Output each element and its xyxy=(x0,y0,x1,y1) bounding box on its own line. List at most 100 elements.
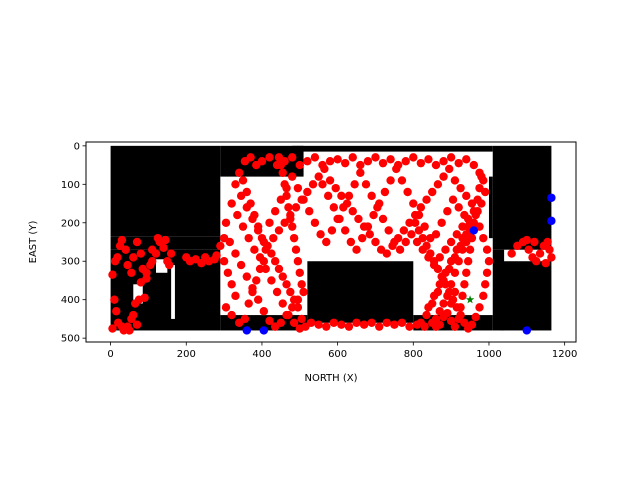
red-point xyxy=(142,268,151,277)
red-point xyxy=(323,191,333,201)
red-point xyxy=(367,191,376,201)
red-point xyxy=(272,287,282,297)
red-point xyxy=(448,195,458,204)
red-point xyxy=(310,218,320,227)
obstacle-block xyxy=(292,145,493,152)
red-point xyxy=(316,230,325,239)
red-point xyxy=(274,226,284,235)
red-point xyxy=(460,210,469,220)
y-tick-label: 400 xyxy=(61,295,80,306)
red-point xyxy=(250,245,259,254)
red-point xyxy=(435,280,444,289)
red-point xyxy=(127,268,136,277)
red-point xyxy=(399,226,409,235)
red-point xyxy=(392,164,401,174)
red-point xyxy=(390,320,399,329)
obstacle-block xyxy=(110,145,221,237)
red-point xyxy=(331,183,340,193)
red-point xyxy=(255,253,265,262)
x-tick-label: 1000 xyxy=(476,349,501,360)
red-point xyxy=(136,278,146,287)
red-point xyxy=(473,195,482,204)
obstacle-block xyxy=(488,176,493,239)
red-point xyxy=(212,251,221,260)
blue-point xyxy=(242,326,252,335)
red-point xyxy=(221,303,231,312)
red-point xyxy=(378,158,388,168)
red-point xyxy=(354,214,363,224)
red-point xyxy=(148,245,157,254)
red-point xyxy=(469,207,479,216)
x-axis-label: NORTH (X) xyxy=(304,373,357,384)
red-point xyxy=(435,253,444,262)
red-point xyxy=(110,295,119,304)
red-point xyxy=(289,233,299,243)
red-point xyxy=(295,324,304,333)
free-space-gap xyxy=(171,265,175,319)
red-point xyxy=(238,222,248,231)
red-point xyxy=(335,214,344,224)
red-point xyxy=(129,310,138,320)
red-point xyxy=(454,203,463,212)
red-point xyxy=(129,253,138,262)
obstacle-layer xyxy=(110,145,552,331)
red-point xyxy=(293,183,303,193)
red-point xyxy=(227,310,236,320)
red-point xyxy=(282,280,291,289)
red-point xyxy=(297,280,306,289)
red-point xyxy=(452,245,462,254)
red-point xyxy=(535,249,545,258)
red-point xyxy=(429,260,439,270)
red-point xyxy=(113,253,122,262)
red-point xyxy=(314,172,323,181)
red-point xyxy=(244,233,253,243)
red-point xyxy=(541,258,550,268)
red-point xyxy=(443,207,452,216)
blue-point xyxy=(547,193,556,202)
red-point xyxy=(441,245,450,254)
red-point xyxy=(108,270,117,279)
red-point xyxy=(418,245,427,254)
red-point xyxy=(454,314,463,324)
red-point xyxy=(439,312,448,322)
red-point xyxy=(482,245,492,254)
red-point xyxy=(424,155,433,164)
red-point xyxy=(397,318,407,327)
red-point xyxy=(248,283,257,293)
red-point xyxy=(428,187,437,197)
red-point xyxy=(293,257,303,266)
red-point xyxy=(314,320,323,329)
obstacle-block xyxy=(500,261,552,331)
red-point xyxy=(270,257,280,266)
red-point xyxy=(286,214,295,224)
obstacle-block xyxy=(492,145,552,250)
red-point xyxy=(522,235,532,245)
red-point xyxy=(284,203,293,212)
points-layer xyxy=(108,153,556,335)
red-point xyxy=(337,191,346,201)
red-point xyxy=(439,172,448,181)
red-point xyxy=(482,268,492,277)
y-axis-ticks: 0 100 200 300 400 500 xyxy=(61,141,86,345)
red-point xyxy=(382,249,392,258)
red-point xyxy=(367,318,376,327)
x-axis-ticks: 0 200 400 600 800 1000 1200 xyxy=(107,342,577,360)
red-point xyxy=(236,191,246,201)
red-point xyxy=(479,233,488,243)
red-point xyxy=(369,210,378,220)
red-point xyxy=(276,160,286,170)
red-point xyxy=(291,245,301,254)
red-point xyxy=(265,153,274,162)
red-point xyxy=(484,257,494,266)
y-tick-label: 500 xyxy=(61,334,80,345)
red-point xyxy=(166,249,176,258)
red-point xyxy=(329,318,339,327)
red-point xyxy=(409,199,418,208)
red-point xyxy=(252,276,261,285)
red-point xyxy=(216,241,225,251)
red-point xyxy=(429,291,439,301)
red-point xyxy=(117,235,127,245)
obstacle-block xyxy=(492,249,505,331)
red-point xyxy=(477,172,486,181)
red-point xyxy=(233,210,242,220)
